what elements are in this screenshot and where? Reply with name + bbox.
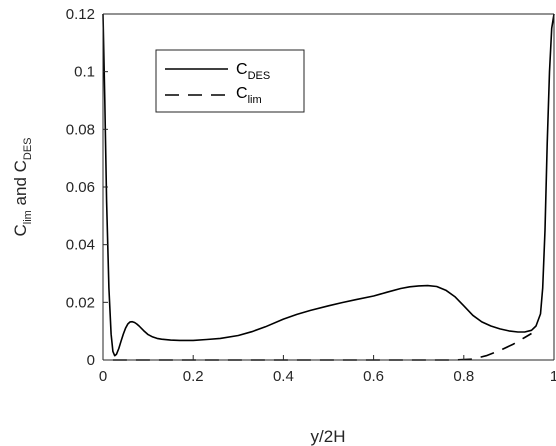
x-tick-label: 0: [99, 368, 107, 385]
y-axis-label-sub-1: lim: [22, 210, 34, 224]
legend-label-clim: Clim: [236, 85, 262, 106]
legend-label-clim-sub: lim: [248, 94, 262, 106]
y-tick-label: 0.1: [74, 64, 95, 81]
y-tick-label: 0.12: [66, 6, 95, 23]
y-tick-label: 0: [87, 352, 95, 369]
x-tick-label: 0.2: [183, 368, 204, 385]
y-tick-label: 0.06: [66, 179, 95, 196]
legend-label-clim-main: C: [236, 85, 248, 102]
y-axis-label-part-1: C: [11, 224, 30, 236]
x-tick-label: 0.8: [453, 368, 474, 385]
y-axis-label: Clim and CDES: [11, 137, 34, 236]
y-tick-label: 0.04: [66, 237, 95, 254]
tick-layer: 0 0.2 0.4 0.6 0.8 1 0 0.02 0.04 0.06 0.08 0.1 0.12: [66, 6, 556, 385]
x-tick-label: 1: [550, 368, 556, 385]
x-axis-label: y/2H: [311, 427, 346, 446]
x-tick-label: 0.6: [363, 368, 384, 385]
y-axis-label-part-2: and C: [11, 160, 30, 210]
y-tick-label: 0.02: [66, 294, 95, 311]
legend-label-cdes-sub: DES: [248, 70, 271, 82]
y-axis-label-sub-2: DES: [22, 137, 34, 160]
legend-label-cdes: CDES: [236, 61, 270, 82]
series-line-cdes: [102, 13, 555, 357]
x-tick-label: 0.4: [273, 368, 294, 385]
legend-label-cdes-main: C: [236, 61, 248, 78]
y-tick-label: 0.08: [66, 121, 95, 138]
legend-box: [155, 49, 305, 113]
legend: CDES Clim: [155, 49, 305, 113]
